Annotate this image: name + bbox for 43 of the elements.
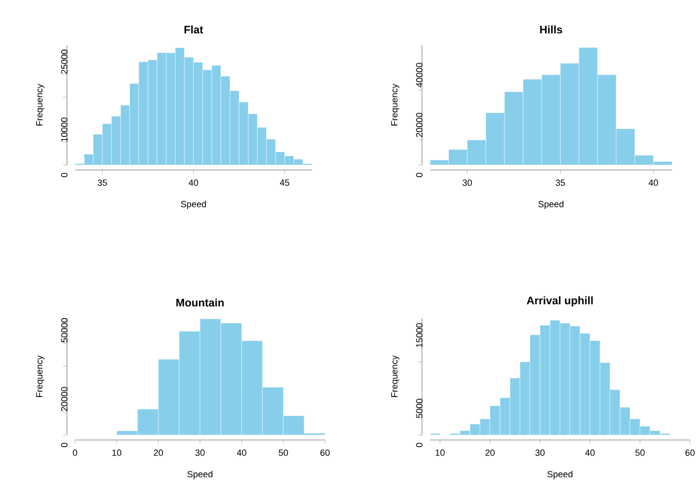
- y-tick-label: 50000: [61, 318, 68, 342]
- y-axis-title: Frequency: [36, 84, 44, 126]
- x-tick-label: 30: [195, 450, 205, 456]
- y-axis-title: Frequency: [391, 84, 400, 126]
- y-tick-label: 0: [416, 172, 422, 178]
- x-tick-label: 60: [685, 450, 695, 456]
- x-tick-label: 30: [462, 180, 472, 186]
- y-tick-label: 40000: [416, 62, 422, 88]
- x-tick-label: 40: [585, 450, 595, 456]
- y-tick-label: 5000: [416, 398, 422, 418]
- y-tick-label: 20000: [416, 112, 422, 138]
- x-tick-label: 10: [436, 450, 445, 456]
- y-tick-label: 10000: [61, 118, 68, 142]
- x-tick-label: 0: [72, 450, 78, 456]
- x-tick-label: 40: [188, 180, 198, 186]
- x-axis-title: Speed: [180, 200, 206, 210]
- y-tick-label: 20000: [61, 387, 68, 412]
- x-tick-label: 10: [112, 450, 122, 456]
- x-axis-title: Speed: [538, 200, 564, 210]
- y-tick-label: 0: [61, 442, 68, 448]
- chart-title: Mountain: [176, 298, 224, 307]
- chart-title: Hills: [540, 25, 562, 34]
- y-axis-title: Frequency: [391, 355, 400, 397]
- x-tick-label: 20: [154, 450, 163, 456]
- x-axis-title: Speed: [187, 470, 212, 480]
- x-tick-label: 45: [280, 180, 290, 186]
- x-tick-label: 50: [278, 450, 288, 456]
- y-axis-title: Frequency: [36, 355, 44, 397]
- x-tick-label: 30: [535, 450, 545, 456]
- x-tick-label: 50: [635, 450, 645, 456]
- y-tick-label: 25000: [61, 50, 68, 74]
- x-tick-label: 60: [320, 450, 330, 456]
- x-axis-title: Speed: [547, 470, 572, 480]
- y-tick-label: 0: [416, 442, 422, 448]
- chart-title: Flat: [184, 25, 204, 34]
- y-tick-label: 0: [61, 172, 68, 178]
- chart-title: Arrival uphill: [526, 296, 593, 306]
- x-tick-label: 20: [485, 450, 495, 456]
- x-tick-label: 40: [648, 180, 658, 186]
- x-tick-label: 40: [236, 450, 246, 456]
- x-tick-label: 35: [556, 180, 565, 186]
- x-tick-label: 35: [98, 180, 107, 186]
- y-tick-label: 15000: [416, 323, 422, 348]
